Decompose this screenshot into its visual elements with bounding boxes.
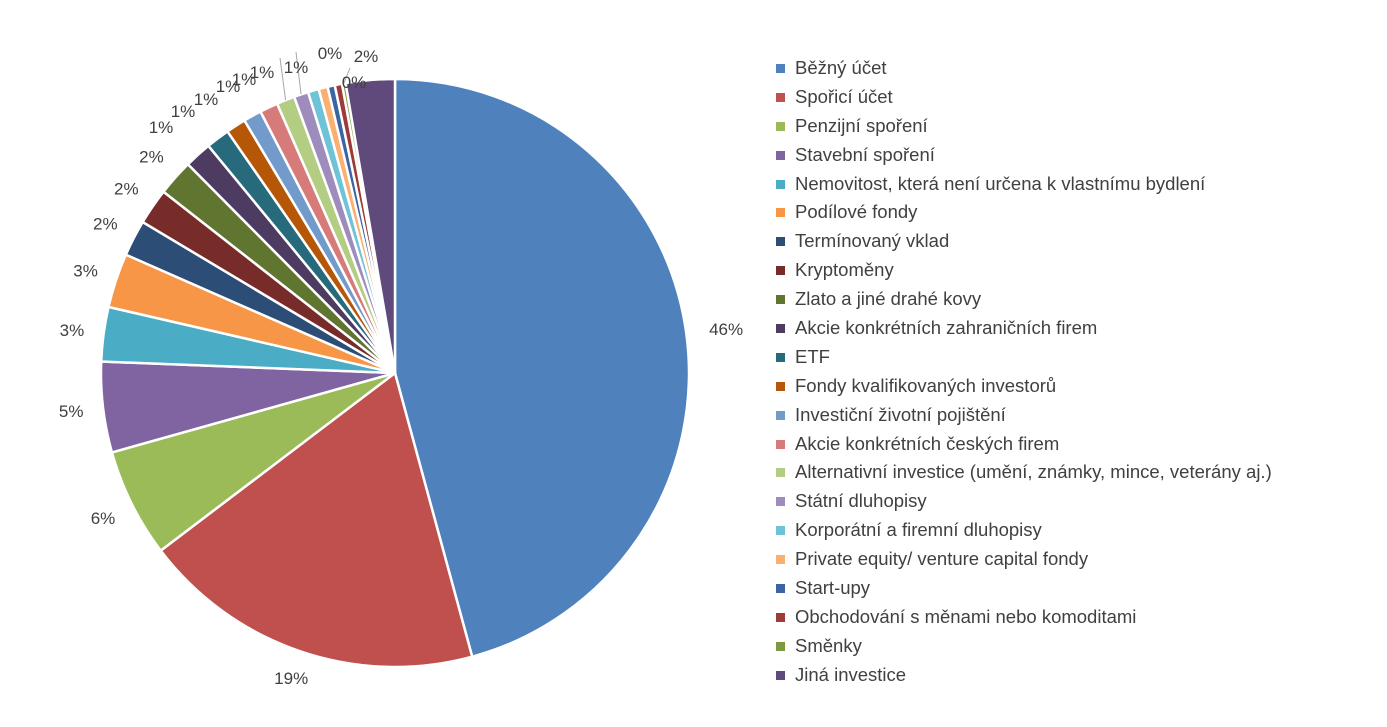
legend-swatch bbox=[776, 584, 785, 594]
legend-label: Penzijní spoření bbox=[795, 114, 928, 136]
legend-swatch bbox=[776, 468, 785, 478]
leader-line bbox=[279, 57, 287, 101]
legend-label: Stavební spoření bbox=[795, 143, 935, 165]
data-label: 46% bbox=[709, 320, 743, 339]
legend-item: Penzijní spoření bbox=[776, 112, 1376, 141]
legend-label: Podílové fondy bbox=[795, 201, 918, 223]
legend-swatch bbox=[776, 64, 785, 73]
legend-item: Korporátní a firemní dluhopisy bbox=[776, 516, 1376, 545]
legend-swatch bbox=[776, 439, 785, 449]
data-label: 3% bbox=[60, 321, 85, 340]
legend-label: ETF bbox=[795, 345, 830, 367]
legend-label: Investiční životní pojištění bbox=[795, 403, 1006, 425]
data-label: 1% bbox=[250, 63, 275, 82]
data-label: 19% bbox=[274, 669, 308, 688]
legend-swatch bbox=[776, 352, 785, 362]
legend-item: Stavební spoření bbox=[776, 141, 1376, 170]
legend-item: Nemovitost, která není určena k vlastním… bbox=[776, 170, 1376, 199]
legend-label: Zlato a jiné drahé kovy bbox=[795, 288, 982, 310]
legend-label: Kryptoměny bbox=[795, 259, 894, 281]
pie-slice bbox=[344, 77, 397, 375]
legend-swatch bbox=[776, 555, 785, 565]
legend-swatch bbox=[776, 121, 785, 131]
legend-item: Akcie konkrétních českých firem bbox=[776, 430, 1376, 459]
data-label: 2% bbox=[93, 214, 118, 233]
legend-item: Jiná investice bbox=[776, 661, 1376, 690]
data-label: 2% bbox=[139, 147, 164, 166]
legend-swatch bbox=[776, 641, 785, 651]
legend-label: Akcie konkrétních českých firem bbox=[795, 432, 1060, 454]
legend-item: Start-upy bbox=[776, 574, 1376, 603]
legend-item: Termínovaný vklad bbox=[776, 227, 1376, 256]
legend-label: Private equity/ venture capital fondy bbox=[795, 548, 1089, 570]
legend-label: Směnky bbox=[795, 634, 862, 656]
legend-label: Nemovitost, která není určena k vlastním… bbox=[795, 172, 1206, 194]
data-label: 3% bbox=[73, 261, 98, 280]
legend-label: Státní dluhopisy bbox=[795, 490, 927, 512]
pie-slice bbox=[159, 371, 474, 669]
data-label: 1% bbox=[284, 58, 309, 77]
data-label: 1% bbox=[232, 70, 257, 89]
data-label: 2% bbox=[114, 180, 139, 199]
legend-label: Korporátní a firemní dluhopisy bbox=[795, 519, 1042, 541]
legend-swatch bbox=[776, 266, 785, 276]
legend-item: Fondy kvalifikovaných investorů bbox=[776, 372, 1376, 401]
data-label: 2% bbox=[354, 47, 379, 66]
data-label: 1% bbox=[149, 118, 174, 137]
legend-item: Podílové fondy bbox=[776, 198, 1376, 227]
legend-item: Obchodování s měnami nebo komoditami bbox=[776, 603, 1376, 632]
legend-swatch bbox=[776, 179, 785, 189]
legend-swatch bbox=[776, 670, 785, 680]
legend-item: Kryptoměny bbox=[776, 256, 1376, 285]
leader-line bbox=[295, 51, 302, 95]
legend-swatch bbox=[776, 150, 785, 160]
legend: Běžný účet Spořicí účet Penzijní spoření St… bbox=[776, 54, 1376, 690]
legend-swatch bbox=[776, 92, 785, 102]
legend-item: Směnky bbox=[776, 632, 1376, 661]
data-label: 0% bbox=[342, 73, 367, 92]
data-label: 5% bbox=[59, 402, 84, 421]
legend-label: Fondy kvalifikovaných investorů bbox=[795, 374, 1057, 396]
data-label: 6% bbox=[91, 509, 116, 528]
legend-label: Obchodování s měnami nebo komoditami bbox=[795, 605, 1137, 627]
legend-swatch bbox=[776, 237, 785, 247]
data-label: 1% bbox=[216, 77, 241, 96]
legend-swatch bbox=[776, 497, 785, 507]
legend-item: Spořicí účet bbox=[776, 83, 1376, 112]
legend-label: Start-upy bbox=[795, 577, 871, 599]
pie-plot: 46%19%6%5%3%3%2%2%2%1%1%1%1%1%1% 1%0%0%2% bbox=[59, 44, 743, 688]
legend-item: Private equity/ venture capital fondy bbox=[776, 545, 1376, 574]
legend-item: Běžný účet bbox=[776, 54, 1376, 83]
legend-swatch bbox=[776, 410, 785, 420]
legend-item: Státní dluhopisy bbox=[776, 487, 1376, 516]
legend-swatch bbox=[776, 324, 785, 334]
legend-item: Alternativní investice (umění, známky, m… bbox=[776, 458, 1376, 487]
legend-swatch bbox=[776, 208, 785, 218]
legend-swatch bbox=[776, 612, 785, 622]
legend-item: Zlato a jiné drahé kovy bbox=[776, 285, 1376, 314]
legend-label: Termínovaný vklad bbox=[795, 230, 950, 252]
data-label: 1% bbox=[171, 102, 196, 121]
data-label: 0% bbox=[318, 44, 343, 63]
legend-item: Investiční životní pojištění bbox=[776, 401, 1376, 430]
legend-label: Jiná investice bbox=[795, 663, 907, 685]
data-label: 1% bbox=[194, 90, 219, 109]
legend-label: Akcie konkrétních zahraničních firem bbox=[795, 317, 1098, 339]
legend-swatch bbox=[776, 295, 785, 305]
legend-label: Alternativní investice (umění, známky, m… bbox=[795, 461, 1272, 483]
legend-swatch bbox=[776, 381, 785, 391]
leader-line bbox=[343, 67, 351, 84]
legend-label: Spořicí účet bbox=[795, 85, 893, 107]
legend-swatch bbox=[776, 526, 785, 536]
legend-label: Běžný účet bbox=[795, 57, 887, 78]
legend-item: Akcie konkrétních zahraničních firem bbox=[776, 314, 1376, 343]
legend-item: ETF bbox=[776, 343, 1376, 372]
pie-slice bbox=[393, 77, 691, 658]
